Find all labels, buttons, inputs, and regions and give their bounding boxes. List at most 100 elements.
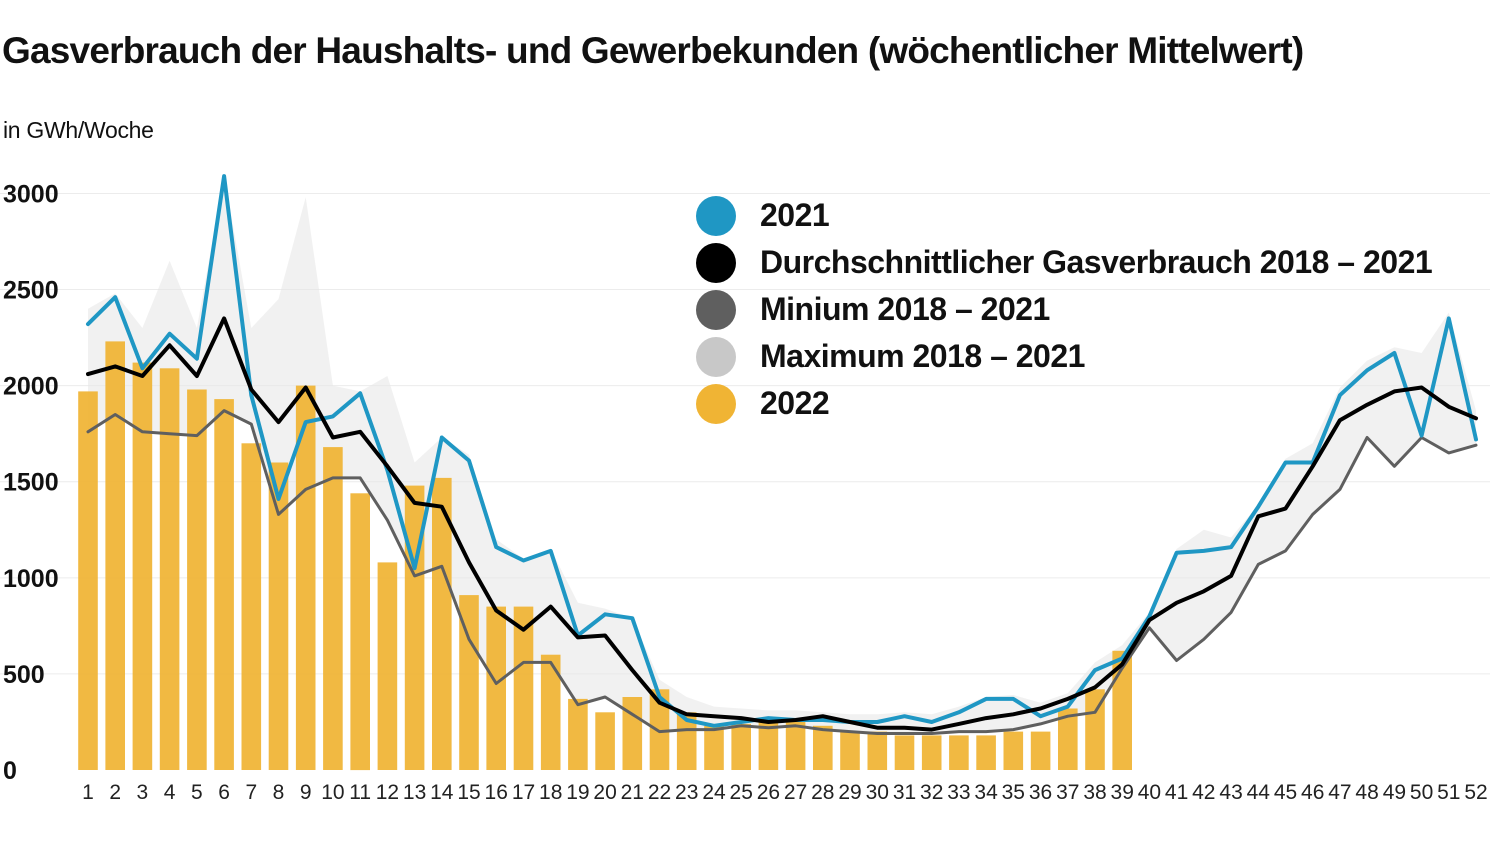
x-tick-label: 2: [109, 781, 121, 804]
x-tick-label: 15: [457, 781, 480, 804]
x-tick-label: 4: [164, 781, 176, 804]
legend-swatch-2021: [696, 195, 736, 236]
x-tick-label: 37: [1056, 781, 1079, 804]
x-tick-label: 24: [702, 781, 726, 804]
line-average-2018-2021: [86, 316, 1478, 732]
x-tick-label: 44: [1247, 781, 1271, 804]
x-tick-label: 1: [82, 781, 94, 804]
bars-2022: [78, 341, 1132, 771]
x-tick-label: 35: [1002, 781, 1025, 804]
x-tick-label: 42: [1192, 781, 1215, 804]
bar-2022-week-32: [921, 735, 942, 770]
bar-2022-week-31: [894, 735, 915, 770]
bar-2022-week-3: [132, 362, 153, 770]
x-tick-label: 52: [1464, 781, 1487, 804]
x-tick-label: 11: [349, 781, 371, 804]
x-tick-label: 50: [1410, 781, 1433, 804]
bar-2022-week-37: [1058, 708, 1078, 770]
x-tick-label: 31: [893, 781, 916, 804]
x-tick-label: 18: [539, 781, 562, 804]
legend-item-maximum: Maximum 2018 – 2021: [696, 333, 1432, 380]
y-axis-unit-label: in GWh/Woche: [3, 117, 154, 143]
y-tick-label: 1000: [3, 565, 59, 593]
x-tick-label: 9: [300, 781, 312, 804]
x-tick-label: 47: [1328, 781, 1351, 804]
legend-label-minimum: Minium 2018 – 2021: [760, 291, 1050, 327]
x-tick-label: 5: [191, 781, 203, 804]
bar-2022-week-22: [649, 689, 670, 770]
x-tick-label: 17: [512, 781, 535, 804]
y-tick-label: 2000: [3, 373, 59, 401]
legend-label-2022: 2022: [760, 385, 830, 421]
bar-2022-week-29: [840, 731, 860, 770]
x-tick-label: 40: [1138, 781, 1161, 804]
bar-2022-week-6: [214, 399, 234, 770]
y-tick-label: 1500: [3, 469, 59, 497]
bar-2022-week-38: [1085, 689, 1105, 770]
line-series: [86, 174, 1478, 735]
x-tick-label: 39: [1111, 781, 1134, 804]
bar-2022-week-39: [1112, 650, 1132, 770]
chart-title: Gasverbrauch der Haushalts- und Gewerbek…: [2, 30, 1304, 71]
x-tick-label: 48: [1355, 781, 1378, 804]
legend-item-2022: 2022: [696, 380, 1432, 427]
bar-2022-week-11: [350, 493, 370, 771]
legend-swatch-average: [696, 242, 736, 283]
legend-item-2021: 2021: [696, 192, 1432, 239]
x-tick-label: 22: [648, 781, 671, 804]
legend-swatch-minimum: [696, 289, 736, 330]
legend-item-minimum: Minium 2018 – 2021: [696, 286, 1432, 333]
bar-2022-week-19: [568, 698, 588, 770]
bar-2022-week-33: [949, 735, 969, 770]
y-tick-label: 2500: [3, 277, 59, 305]
max-min-band: [88, 176, 1476, 734]
x-tick-label: 14: [430, 781, 454, 804]
bar-2022-week-7: [241, 443, 262, 770]
bar-2022-week-10: [323, 447, 343, 770]
x-tick-label: 12: [376, 781, 399, 804]
bar-2022-week-9: [295, 385, 316, 770]
x-tick-label: 16: [485, 781, 508, 804]
x-tick-label: 33: [947, 781, 970, 804]
x-tick-label: 7: [245, 781, 257, 804]
x-tick-label: 27: [784, 781, 807, 804]
bar-2022-week-35: [1003, 731, 1024, 770]
x-tick-label: 8: [273, 781, 285, 804]
bar-2022-week-17: [513, 606, 534, 770]
bar-2022-week-16: [486, 606, 506, 770]
band-max-2018-2021: [88, 176, 1476, 734]
x-tick-label: 26: [757, 781, 780, 804]
x-tick-label: 36: [1029, 781, 1052, 804]
x-tick-label: 45: [1274, 781, 1297, 804]
bar-2022-week-24: [704, 725, 724, 770]
x-tick-label: 38: [1083, 781, 1106, 804]
legend-label-2021: 2021: [760, 197, 830, 233]
bar-2022-week-27: [785, 718, 806, 770]
legend-label-average: Durchschnittlicher Gasverbrauch 2018 – 2…: [760, 244, 1433, 280]
bar-2022-week-8: [268, 462, 289, 770]
bar-2022-week-23: [676, 712, 697, 770]
bar-2022-week-20: [595, 712, 615, 770]
x-tick-label: 28: [811, 781, 834, 804]
x-tick-label: 34: [974, 781, 998, 804]
x-tick-label: 41: [1165, 781, 1188, 804]
bar-2022-week-25: [731, 723, 751, 770]
x-axis: 1 2 3 4 5 6 7 8 9 10 11 12 13 14 15 16 17 18 19 20 21 22 23 24 2…: [82, 781, 1488, 804]
x-tick-label: 19: [566, 781, 589, 804]
x-tick-label: 43: [1219, 781, 1242, 804]
bar-2022-week-4: [159, 368, 180, 770]
x-tick-label: 21: [621, 781, 644, 804]
bar-2022-week-15: [459, 595, 479, 770]
bar-2022-week-36: [1030, 731, 1051, 770]
bar-2022-week-30: [867, 731, 888, 770]
x-tick-label: 23: [675, 781, 698, 804]
bar-2022-week-5: [187, 389, 207, 770]
legend-label-maximum: Maximum 2018 – 2021: [760, 338, 1085, 374]
x-tick-label: 32: [920, 781, 943, 804]
x-tick-label: 30: [866, 781, 889, 804]
line-minimum-2018-2021: [86, 409, 1478, 735]
bar-2022-week-12: [377, 562, 398, 770]
x-tick-label: 29: [838, 781, 861, 804]
bar-2022-week-18: [540, 654, 561, 770]
